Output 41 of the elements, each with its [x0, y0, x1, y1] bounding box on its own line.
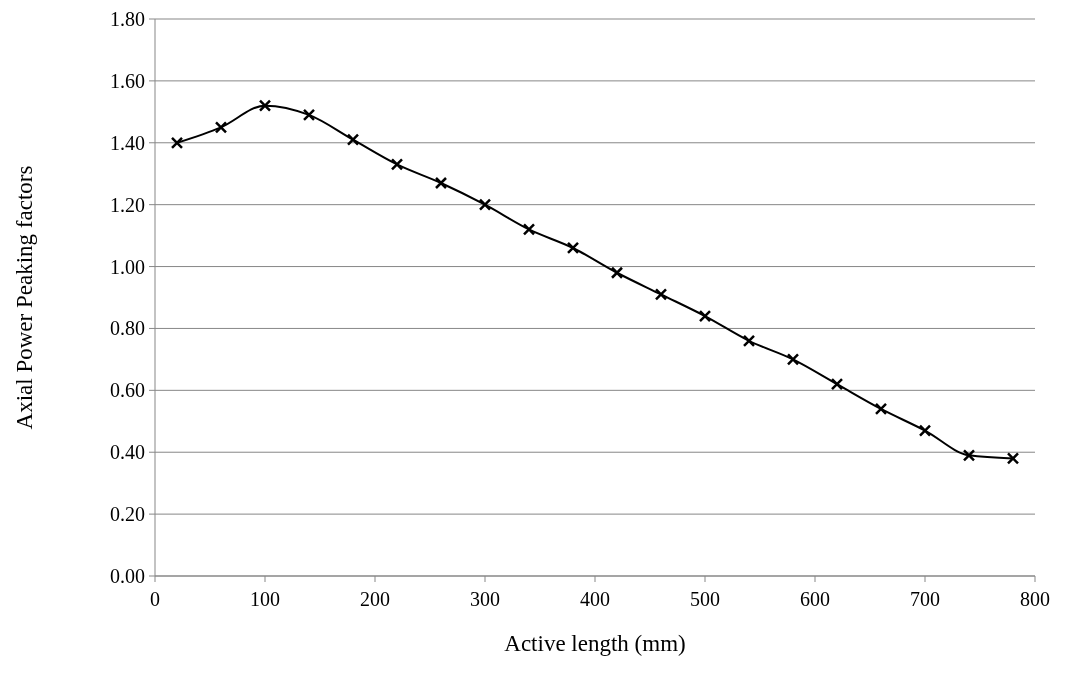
point	[654, 288, 668, 301]
point	[346, 133, 360, 146]
point	[962, 449, 976, 462]
point	[786, 353, 800, 366]
point	[610, 266, 624, 279]
y-tick-label: 1.40	[110, 131, 145, 154]
x-tick-label: 600	[800, 588, 830, 610]
x-tick-label: 700	[910, 588, 940, 610]
x-tick-label: 200	[360, 588, 390, 610]
point	[698, 309, 712, 323]
point	[478, 198, 492, 211]
y-tick-label: 0.40	[110, 441, 145, 464]
y-tick-label: 0.00	[110, 565, 145, 587]
y-tick-label: 0.80	[110, 317, 145, 340]
x-tick-label: 500	[690, 588, 720, 610]
point	[830, 377, 844, 391]
point	[918, 424, 932, 437]
point	[170, 136, 184, 150]
point	[566, 241, 580, 255]
y-axis-title: Axial Power Peaking factors	[12, 165, 37, 430]
x-tick-label: 300	[470, 588, 500, 610]
point	[214, 121, 228, 134]
y-tick-label: 1.00	[110, 255, 145, 278]
point	[258, 99, 272, 112]
x-tick-label: 800	[1020, 588, 1050, 610]
point	[434, 176, 448, 190]
y-tick-label: 0.60	[110, 379, 145, 402]
point	[522, 223, 536, 236]
y-tick-label: 0.20	[110, 503, 145, 526]
point	[302, 108, 316, 122]
x-tick-label: 0	[150, 588, 160, 610]
x-tick-label: 100	[250, 588, 280, 610]
point	[390, 158, 404, 171]
point	[874, 402, 888, 416]
point	[1006, 452, 1020, 465]
y-tick-label: 1.60	[110, 69, 145, 92]
y-tick-label: 1.20	[110, 193, 145, 216]
point	[742, 334, 756, 348]
x-tick-label: 400	[580, 588, 610, 610]
x-axis-title: Active length (mm)	[504, 631, 686, 656]
y-tick-label: 1.80	[110, 8, 145, 30]
